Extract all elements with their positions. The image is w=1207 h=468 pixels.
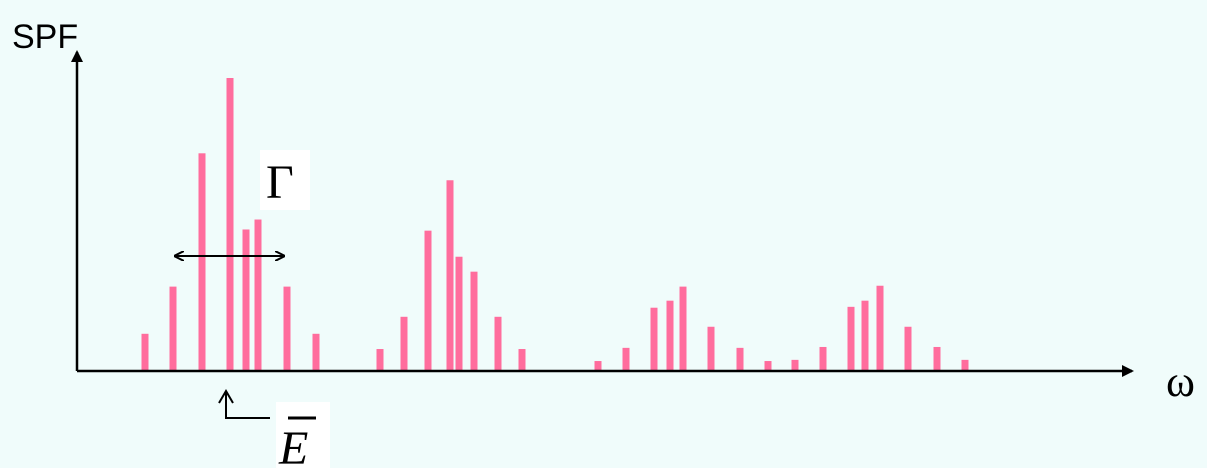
- bar-25: [791, 359, 799, 371]
- bar-11: [424, 230, 432, 371]
- bar-21: [679, 286, 687, 371]
- center-pointer-arrowhead: [218, 389, 234, 404]
- bar-1: [141, 333, 149, 371]
- bar-15: [494, 316, 502, 371]
- bar-2: [169, 286, 177, 371]
- bar-29: [876, 285, 884, 371]
- bar-23: [736, 347, 744, 371]
- bars-group: [141, 78, 969, 371]
- center-pointer: [225, 392, 270, 419]
- bar-20: [666, 300, 674, 371]
- bar-17: [594, 361, 602, 371]
- center-label-box: [276, 402, 330, 468]
- bar-14: [470, 271, 478, 371]
- bar-8: [312, 333, 320, 371]
- bar-27: [847, 306, 855, 371]
- bar-32: [961, 359, 969, 371]
- bar-10: [400, 316, 408, 371]
- y-axis-label: SPF: [12, 18, 78, 56]
- bar-18: [622, 347, 630, 371]
- bar-16: [518, 349, 526, 371]
- bar-3: [198, 153, 206, 371]
- center-label: E: [278, 422, 308, 468]
- bar-7: [283, 286, 291, 371]
- bar-24: [764, 361, 772, 371]
- x-axis-label: ω: [1166, 357, 1195, 406]
- bar-13: [455, 256, 463, 371]
- bar-31: [933, 346, 941, 371]
- width-label-box: [260, 150, 310, 210]
- bar-28: [861, 300, 869, 371]
- bar-4: [226, 78, 234, 371]
- bar-5: [242, 229, 250, 371]
- bar-12: [446, 180, 454, 371]
- bar-9: [376, 349, 384, 371]
- bar-6: [254, 219, 262, 371]
- bar-19: [650, 307, 658, 371]
- width-label: Γ: [266, 156, 294, 209]
- bar-30: [904, 326, 912, 371]
- bar-26: [819, 346, 827, 371]
- bar-22: [707, 326, 715, 371]
